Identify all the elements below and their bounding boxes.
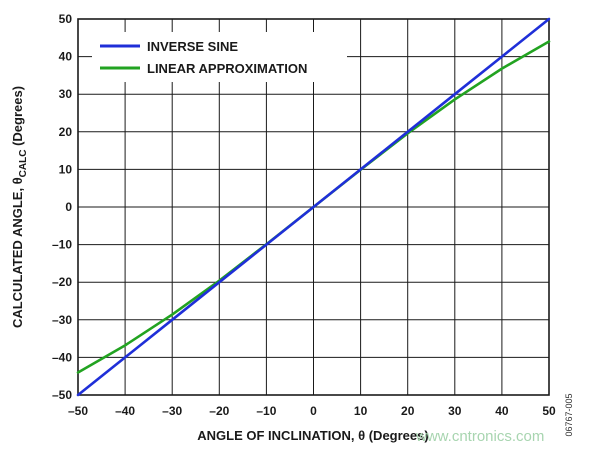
y-tick-label: 40 xyxy=(59,50,73,64)
x-tick-label: 20 xyxy=(401,404,415,418)
series-group xyxy=(76,17,551,397)
figure-id: 06767-005 xyxy=(564,393,574,436)
y-tick-label: –20 xyxy=(52,275,72,289)
y-tick-label: –30 xyxy=(52,313,72,327)
x-tick-label: 40 xyxy=(495,404,509,418)
legend-box xyxy=(92,32,347,82)
watermark: www.cntronics.com xyxy=(415,428,544,445)
plot-frame xyxy=(77,18,550,396)
x-tick-labels: –50 –40 –30 –20 –10 0 10 20 30 40 50 xyxy=(68,404,556,418)
x-tick-label: 30 xyxy=(448,404,462,418)
legend-label-linear-approximation: LINEAR APPROXIMATION xyxy=(147,61,307,76)
x-tick-label: –40 xyxy=(115,404,135,418)
y-tick-label: 20 xyxy=(59,125,73,139)
x-axis-title: ANGLE OF INCLINATION, θ (Degrees) xyxy=(197,428,428,443)
y-tick-label: –50 xyxy=(52,388,72,402)
legend-label-inverse-sine: INVERSE SINE xyxy=(147,39,238,54)
y-tick-label: 30 xyxy=(59,87,73,101)
x-tick-label: –30 xyxy=(162,404,182,418)
x-tick-label: –50 xyxy=(68,404,88,418)
y-tick-label: 10 xyxy=(59,162,73,176)
y-tick-label: 0 xyxy=(65,200,72,214)
x-tick-label: 50 xyxy=(542,404,556,418)
x-tick-label: 0 xyxy=(310,404,317,418)
series-line-inverse-sine xyxy=(76,17,551,397)
y-axis-title: CALCULATED ANGLE, θCALC (Degrees) xyxy=(10,86,29,328)
x-tick-label: 10 xyxy=(354,404,368,418)
y-tick-label: –10 xyxy=(52,238,72,252)
y-tick-label: 50 xyxy=(59,12,73,26)
y-tick-label: –40 xyxy=(52,350,72,364)
x-tick-label: –10 xyxy=(256,404,276,418)
x-tick-label: –20 xyxy=(209,404,229,418)
y-tick-labels: –50 –40 –30 –20 –10 0 10 20 30 40 50 xyxy=(52,12,72,402)
